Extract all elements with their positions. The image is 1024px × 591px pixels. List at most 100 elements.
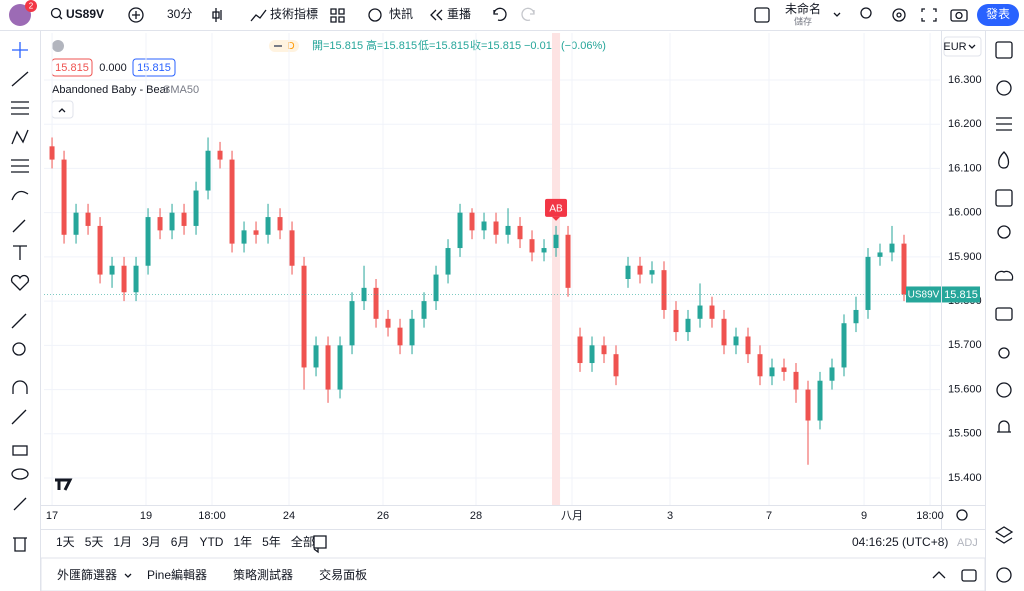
favorite-tool[interactable] xyxy=(10,274,30,291)
replay-icon[interactable] xyxy=(430,9,443,21)
indicators-icon[interactable] xyxy=(250,9,267,22)
dropdown-icon xyxy=(124,573,132,578)
ask[interactable]: 15.815 xyxy=(137,62,171,74)
zoom-tool[interactable] xyxy=(12,342,26,356)
candle-body xyxy=(157,217,163,231)
range-button[interactable]: 3月 xyxy=(142,535,161,549)
range-button[interactable]: 5年 xyxy=(262,535,281,549)
bid[interactable]: 15.815 xyxy=(55,62,89,74)
candle-body xyxy=(565,234,571,288)
indicators[interactable]: 技術指標 xyxy=(270,6,318,21)
projection-tool[interactable] xyxy=(11,159,29,173)
candle-body xyxy=(745,336,751,355)
publish-label[interactable]: 發表 xyxy=(986,6,1010,21)
play-icon[interactable] xyxy=(996,382,1012,398)
bell-icon[interactable] xyxy=(997,420,1011,433)
range-button[interactable]: 6月 xyxy=(171,535,190,549)
fib-tool[interactable] xyxy=(11,101,29,115)
panel-tab[interactable]: 策略測試器 xyxy=(233,567,293,582)
range-button[interactable]: 1年 xyxy=(233,535,252,549)
hotlist-icon[interactable] xyxy=(998,151,1010,169)
ruler-tool[interactable] xyxy=(11,313,27,329)
x-tick-label: 18:00 xyxy=(198,510,226,522)
interval[interactable]: 30分 xyxy=(167,7,192,21)
bottom-panel xyxy=(40,557,986,591)
layout-icon[interactable] xyxy=(330,8,345,23)
candle-body xyxy=(469,212,475,231)
magnet-tool[interactable] xyxy=(12,380,28,394)
lock-drawing-tool[interactable] xyxy=(11,409,27,425)
candle-body xyxy=(301,265,307,368)
ask-box[interactable] xyxy=(132,58,176,77)
badge-bg xyxy=(25,0,37,12)
expand-icon[interactable] xyxy=(932,571,946,579)
range-button[interactable]: YTD xyxy=(199,535,223,549)
candle-body xyxy=(781,367,787,372)
axis-settings-icon[interactable] xyxy=(956,509,968,521)
snapshot-icon[interactable] xyxy=(950,9,968,22)
replay[interactable]: 重播 xyxy=(447,7,471,21)
layout-name[interactable]: 未命名 xyxy=(785,1,821,16)
streams-icon[interactable] xyxy=(994,270,1014,281)
alert-icon[interactable] xyxy=(368,8,382,22)
y-tick-label: 15.700 xyxy=(948,339,982,351)
candle-body xyxy=(265,217,271,235)
chat-icon[interactable] xyxy=(995,307,1013,321)
watchlist-icon[interactable] xyxy=(995,41,1013,59)
avatar[interactable] xyxy=(9,4,31,26)
currency-box[interactable] xyxy=(943,36,982,57)
range-button[interactable]: 全部 xyxy=(291,534,315,549)
layers-icon[interactable] xyxy=(994,526,1014,544)
range-button[interactable]: 1月 xyxy=(113,535,132,549)
broadcast-icon[interactable] xyxy=(998,347,1010,359)
candle-body xyxy=(421,301,427,319)
alerts-icon[interactable] xyxy=(996,80,1012,96)
x-tick-label: 24 xyxy=(283,510,295,522)
cursor-tool[interactable] xyxy=(12,42,28,58)
calendar-icon[interactable] xyxy=(995,189,1013,207)
trash-tool[interactable] xyxy=(13,537,27,552)
currency[interactable]: EUR xyxy=(943,41,966,53)
pattern-tool[interactable] xyxy=(11,129,29,145)
candle-body xyxy=(577,336,583,364)
lock-tool[interactable] xyxy=(12,445,28,456)
fullscreen-icon[interactable] xyxy=(921,8,937,22)
brush-tool[interactable] xyxy=(11,190,29,201)
candle-body xyxy=(49,146,55,160)
maximize-icon[interactable] xyxy=(961,569,977,582)
x-tick-label: 八月 xyxy=(561,510,583,522)
link-tool[interactable] xyxy=(13,497,27,511)
candle-body xyxy=(385,318,391,328)
y-tick-label: 15.600 xyxy=(948,383,982,395)
settings-icon[interactable] xyxy=(892,8,906,22)
x-tick-label: 18:00 xyxy=(916,510,944,522)
chart-type-icon[interactable] xyxy=(212,8,222,22)
undo-icon[interactable] xyxy=(493,7,507,21)
pen-tool[interactable] xyxy=(12,219,26,233)
redo-icon[interactable] xyxy=(521,7,535,21)
range-button[interactable]: 1天 xyxy=(56,535,75,549)
dropdown-icon[interactable] xyxy=(833,12,841,17)
search-icon[interactable] xyxy=(50,7,62,19)
candle-body xyxy=(697,305,703,319)
panel-tab[interactable]: 交易面板 xyxy=(319,567,367,582)
panel-tab[interactable]: 外匯篩選器 xyxy=(57,567,117,582)
save-state: 儲存 xyxy=(794,15,812,26)
help-icon[interactable] xyxy=(996,567,1012,583)
symbol[interactable]: US89V xyxy=(66,7,104,21)
select-icon[interactable] xyxy=(754,7,770,23)
quick-search-icon[interactable] xyxy=(860,7,872,19)
alerts[interactable]: 快訊 xyxy=(389,6,413,21)
add-icon[interactable] xyxy=(128,7,144,23)
adj[interactable]: ADJ xyxy=(957,537,978,549)
candle-body xyxy=(193,190,199,226)
text-tool[interactable] xyxy=(13,245,27,260)
visibility-tool[interactable] xyxy=(11,468,29,480)
ideas-icon[interactable] xyxy=(997,225,1011,239)
publish-button[interactable] xyxy=(977,4,1019,26)
range-button[interactable]: 5天 xyxy=(85,535,104,549)
panel-tab[interactable]: Pine編輯器 xyxy=(147,567,207,582)
date-range-icon[interactable] xyxy=(313,535,327,554)
trendline-tool[interactable] xyxy=(11,71,29,87)
news-icon[interactable] xyxy=(996,117,1012,131)
